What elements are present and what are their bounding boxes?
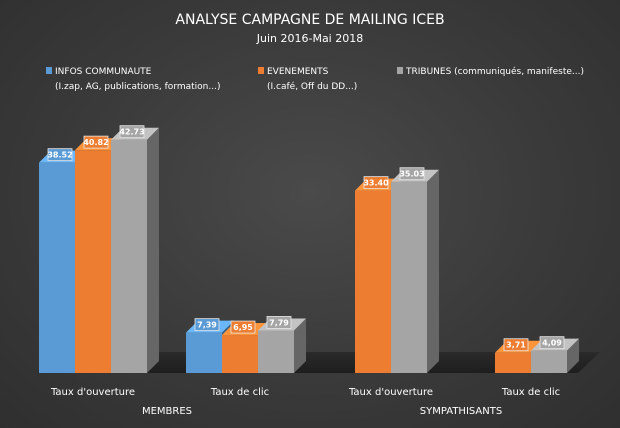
legend-swatch [397, 67, 403, 74]
data-label: 7,39 [194, 318, 220, 332]
data-label-text: 33.40 [363, 179, 389, 188]
data-label-box [266, 316, 292, 329]
data-label-box [119, 125, 145, 139]
labels-layer: 38.52 40.82 42.73 Taux d'ouverture 7,39 6,95 7… [47, 125, 565, 417]
bar-face [391, 181, 427, 373]
data-label-text: 4,09 [542, 339, 562, 348]
data-label-box [399, 167, 425, 181]
bar-face [258, 330, 294, 373]
data-label-text: 42.73 [119, 128, 144, 137]
data-label-box [539, 336, 565, 350]
group-label: MEMBRES [142, 406, 192, 417]
data-label-text: 40.82 [83, 138, 108, 147]
data-label-text: 7,39 [197, 321, 217, 330]
data-label: 4,09 [539, 336, 565, 350]
bar-face [75, 150, 111, 373]
chart-subtitle: Juin 2016-Mai 2018 [256, 32, 363, 45]
data-label-box [194, 318, 220, 332]
category-label: Taux de clic [501, 387, 560, 398]
bar-face [186, 332, 222, 373]
category-label: Taux de clic [210, 387, 269, 398]
data-label: 33.40 [363, 176, 389, 190]
legend-swatch [258, 67, 264, 74]
legend-label: TRIBUNES (communiqués, manifeste...) [405, 66, 584, 77]
bar-side [427, 169, 439, 373]
data-label: 3,71 [503, 338, 529, 352]
legend: INFOS COMMUNAUTE (I.zap, AG, publications… [46, 66, 584, 92]
data-label-text: 3,71 [506, 341, 526, 350]
bar-face [495, 352, 531, 373]
bar [111, 127, 159, 373]
data-label: 40.82 [83, 135, 109, 149]
data-label-box [230, 320, 256, 334]
bar-face [111, 139, 147, 373]
legend-label: EVENEMENTS [267, 67, 329, 77]
legend-swatch [46, 67, 52, 74]
category-label: Taux d'ouverture [348, 387, 433, 398]
data-label: 6,95 [230, 320, 256, 334]
legend-detail: (I.café, Off du DD...) [267, 81, 357, 92]
legend-label: INFOS COMMUNAUTE [55, 67, 152, 77]
legend-item: EVENEMENTS (I.café, Off du DD...) [258, 67, 357, 92]
bar-side [567, 338, 579, 373]
bar-face [355, 190, 391, 373]
data-label: 35.03 [399, 167, 425, 181]
data-label-box [47, 148, 73, 162]
data-label-box [83, 135, 109, 149]
legend-detail: (I.zap, AG, publications, formation...) [55, 82, 220, 92]
legend-item: TRIBUNES (communiqués, manifeste...) [397, 66, 584, 77]
data-label-text: 6,95 [233, 323, 253, 332]
bar-face [39, 162, 75, 373]
data-label-text: 35.03 [399, 170, 424, 179]
bars-layer [39, 127, 579, 373]
data-label: 38.52 [47, 148, 73, 162]
data-label: 42.73 [119, 125, 145, 139]
bar-face [222, 335, 258, 373]
data-label-text: 7,79 [269, 318, 289, 327]
legend-item: INFOS COMMUNAUTE (I.zap, AG, publications… [46, 67, 220, 92]
chart-floor [38, 352, 600, 373]
data-label-box [363, 176, 389, 190]
category-label: Taux d'ouverture [50, 387, 135, 398]
bar-face [531, 350, 567, 373]
chart-title: ANALYSE CAMPAGNE DE MAILING ICEB [175, 12, 444, 28]
group-label: SYMPATHISANTS [420, 406, 502, 417]
bar-side [147, 127, 159, 373]
bar-side [294, 318, 306, 373]
data-label-text: 38.52 [47, 151, 72, 160]
bar [391, 169, 439, 373]
data-label-box [503, 338, 529, 352]
data-label: 7,79 [266, 316, 292, 329]
